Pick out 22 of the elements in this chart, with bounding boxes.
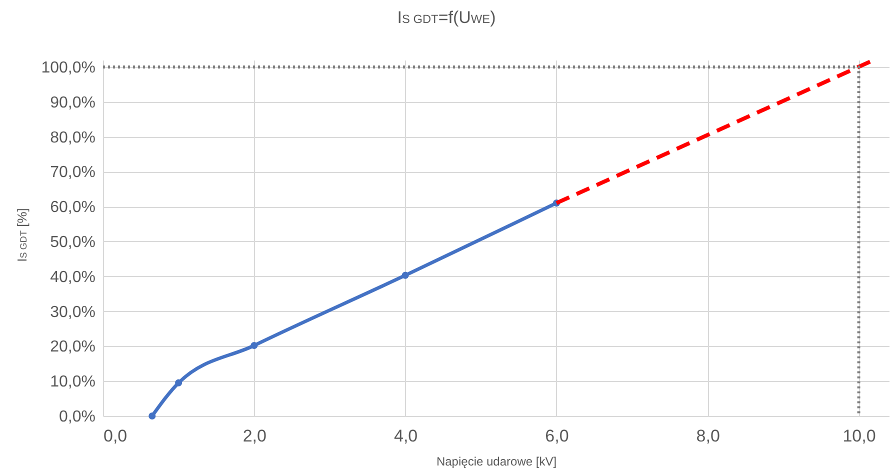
- x-tick-label: 4,0: [394, 426, 418, 446]
- y-tick-label: 100,0%: [41, 59, 96, 76]
- y-tick-label: 10,0%: [50, 374, 96, 391]
- x-tick-label: 10,0: [842, 426, 876, 446]
- point: [250, 342, 258, 350]
- y-tick-label: 0,0%: [59, 408, 96, 426]
- x-tick-label: 0,0: [104, 426, 128, 446]
- y-tick-label: 80,0%: [50, 129, 96, 146]
- point: [175, 379, 182, 386]
- y-tick-label: 50,0%: [50, 234, 96, 251]
- y-tick-label: 60,0%: [50, 199, 96, 216]
- y-tick-label: 40,0%: [50, 268, 96, 286]
- x-tick-label: 6,0: [545, 426, 569, 446]
- x-axis-title: Napięcie udarowe [kV]: [436, 454, 557, 468]
- point: [148, 412, 156, 420]
- y-tick-label: 20,0%: [50, 338, 96, 356]
- y-tick-label: 30,0%: [50, 304, 96, 321]
- x-tick-label: 8,0: [696, 426, 720, 446]
- y-tick-label: 90,0%: [50, 94, 96, 112]
- y-tick-label: 70,0%: [50, 164, 96, 182]
- point: [402, 272, 409, 279]
- x-tick-label: 2,0: [242, 426, 266, 446]
